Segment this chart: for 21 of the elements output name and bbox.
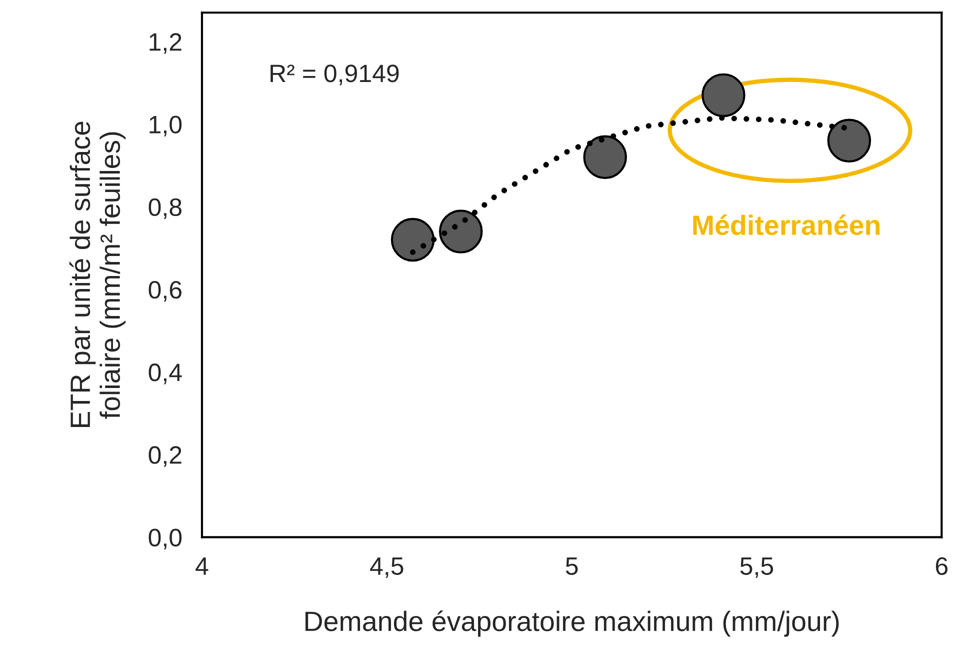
- x-tick-label: 4: [196, 558, 208, 575]
- point: [827, 118, 872, 163]
- x-tick-label: 5,5: [740, 558, 774, 578]
- point: [390, 218, 435, 262]
- annotation: Méditerranéen: [693, 214, 880, 236]
- y-tick-label: 0,6: [148, 280, 182, 302]
- y-tick-label: 0,8: [148, 198, 182, 219]
- y-tick-label: 0,2: [148, 446, 182, 467]
- y-tick-label: 0,0: [148, 528, 182, 550]
- point: [583, 135, 627, 180]
- point: [702, 73, 746, 118]
- x-tick-label: 6: [936, 557, 948, 575]
- y-tick-label: 0,4: [148, 364, 182, 384]
- annotation: R² = 0,9149: [270, 64, 399, 86]
- y-tick-label: 1,2: [150, 33, 182, 54]
- x-tick-label: 5: [566, 558, 578, 575]
- point: [438, 210, 483, 254]
- y-axis-title: ETR par unité de surface foliaire (mm/m² feuilles): [69, 122, 126, 428]
- x-tick-label: 4,5: [370, 558, 404, 578]
- y-tick-label: 1,0: [150, 116, 182, 136]
- x-axis-title: Demande évaporatoire maximum (mm/jour): [306, 610, 839, 637]
